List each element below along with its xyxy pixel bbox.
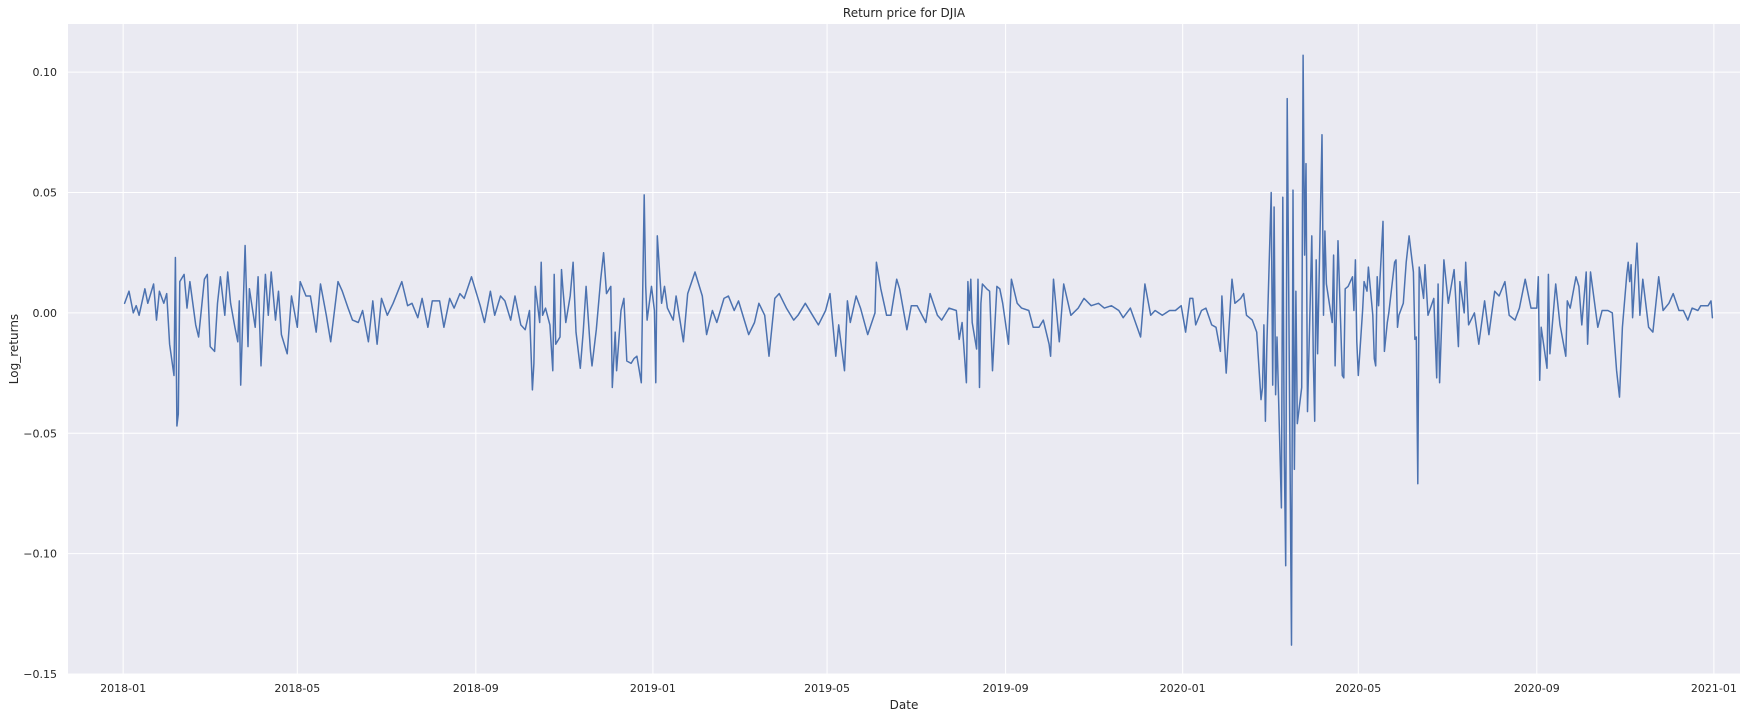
y-tick-label: −0.15 [23,668,57,681]
x-axis-label: Date [890,698,919,712]
chart-title: Return price for DJIA [843,6,966,20]
y-axis-label: Log_returns [7,314,21,384]
series-line [123,54,1714,646]
x-tick-label: 2020-09 [1514,682,1560,695]
x-tick-label: 2018-01 [100,682,146,695]
x-tick-label: 2019-01 [630,682,676,695]
x-tick-label: 2020-05 [1335,682,1381,695]
y-tick-label: 0.05 [33,187,58,200]
x-tick-label: 2020-01 [1160,682,1206,695]
y-tick-label: −0.05 [23,427,57,440]
x-tick-label: 2019-09 [983,682,1029,695]
series-layer [123,54,1714,646]
y-tick-labels: 0.10 0.05 0.00 −0.05 −0.10 −0.15 [23,66,57,681]
y-tick-label: −0.10 [23,548,57,561]
plot-area-background [68,24,1740,674]
x-tick-label: 2018-05 [274,682,320,695]
x-tick-labels: 2018-01 2018-05 2018-09 2019-01 2019-05 2019-… [100,682,1737,695]
x-tick-label: 2021-01 [1691,682,1737,695]
x-gridlines [122,24,1715,674]
x-tick-label: 2019-05 [804,682,850,695]
y-tick-label: 0.00 [33,307,58,320]
x-tick-label: 2018-09 [453,682,499,695]
y-tick-label: 0.10 [33,66,58,79]
